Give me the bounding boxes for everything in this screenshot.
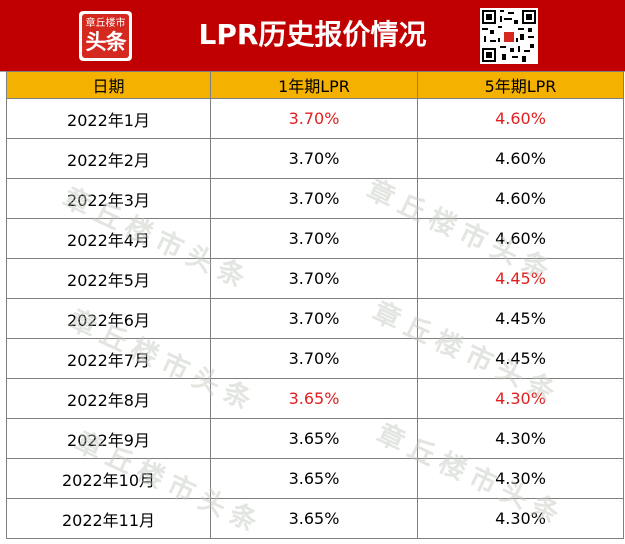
date-cell: 2022年10月	[6, 458, 211, 499]
date-cell: 2022年5月	[6, 258, 211, 299]
column-header-5y-lpr: 5年期LPR	[417, 71, 624, 99]
lpr-5y-cell: 4.45%	[417, 338, 624, 379]
column-header-date: 日期	[6, 71, 211, 99]
qr-code-graphic	[480, 8, 538, 64]
banner: 章丘楼市 头条 LPR历史报价情况	[0, 0, 625, 72]
date-cell: 2022年11月	[6, 498, 211, 539]
logo: 章丘楼市 头条	[79, 11, 132, 61]
lpr-5y-cell: 4.45%	[417, 258, 624, 299]
date-cell: 2022年2月	[6, 138, 211, 179]
lpr-1y-cell: 3.70%	[210, 178, 418, 219]
table-row: 2022年6月 3.70% 4.45%	[6, 298, 624, 339]
table-row: 2022年2月 3.70% 4.60%	[6, 138, 624, 179]
date-cell: 2022年3月	[6, 178, 211, 219]
table-row: 2022年11月 3.65% 4.30%	[6, 498, 624, 539]
table-row: 2022年9月 3.65% 4.30%	[6, 418, 624, 459]
date-cell: 2022年4月	[6, 218, 211, 259]
lpr-history-table: 日期 1年期LPR 5年期LPR 2022年1月 3.70% 4.60% 2022年…	[6, 71, 624, 539]
lpr-5y-cell: 4.30%	[417, 458, 624, 499]
table-row: 2022年1月 3.70% 4.60%	[6, 98, 624, 139]
lpr-1y-cell: 3.70%	[210, 138, 418, 179]
lpr-1y-cell: 3.70%	[210, 218, 418, 259]
lpr-5y-cell: 4.30%	[417, 498, 624, 539]
table-row: 2022年4月 3.70% 4.60%	[6, 218, 624, 259]
table-row: 2022年8月 3.65% 4.30%	[6, 378, 624, 419]
page-title: LPR历史报价情况	[198, 18, 427, 51]
lpr-1y-cell: 3.65%	[210, 458, 418, 499]
lpr-1y-cell: 3.70%	[210, 298, 418, 339]
date-cell: 2022年6月	[6, 298, 211, 339]
lpr-5y-cell: 4.45%	[417, 298, 624, 339]
column-header-1y-lpr: 1年期LPR	[210, 71, 418, 99]
table-row: 2022年7月 3.70% 4.45%	[6, 338, 624, 379]
date-cell: 2022年8月	[6, 378, 211, 419]
lpr-1y-cell: 3.65%	[210, 378, 418, 419]
lpr-1y-cell: 3.70%	[210, 258, 418, 299]
lpr-1y-cell: 3.70%	[210, 338, 418, 379]
lpr-5y-cell: 4.60%	[417, 138, 624, 179]
lpr-1y-cell: 3.65%	[210, 498, 418, 539]
lpr-1y-cell: 3.65%	[210, 418, 418, 459]
lpr-1y-cell: 3.70%	[210, 98, 418, 139]
logo-small-text: 章丘楼市	[85, 18, 126, 29]
date-cell: 2022年9月	[6, 418, 211, 459]
table-row: 2022年5月 3.70% 4.45%	[6, 258, 624, 299]
date-cell: 2022年1月	[6, 98, 211, 139]
logo-big-text: 头条	[85, 30, 127, 54]
logo-badge: 章丘楼市 头条	[82, 14, 129, 58]
lpr-5y-cell: 4.30%	[417, 378, 624, 419]
lpr-5y-cell: 4.60%	[417, 98, 624, 139]
lpr-5y-cell: 4.30%	[417, 418, 624, 459]
table-row: 2022年3月 3.70% 4.60%	[6, 178, 624, 219]
lpr-5y-cell: 4.60%	[417, 218, 624, 259]
table-header-row: 日期 1年期LPR 5年期LPR	[6, 71, 624, 99]
date-cell: 2022年7月	[6, 338, 211, 379]
table-row: 2022年10月 3.65% 4.30%	[6, 458, 624, 499]
qr-code-icon	[480, 8, 538, 64]
lpr-5y-cell: 4.60%	[417, 178, 624, 219]
